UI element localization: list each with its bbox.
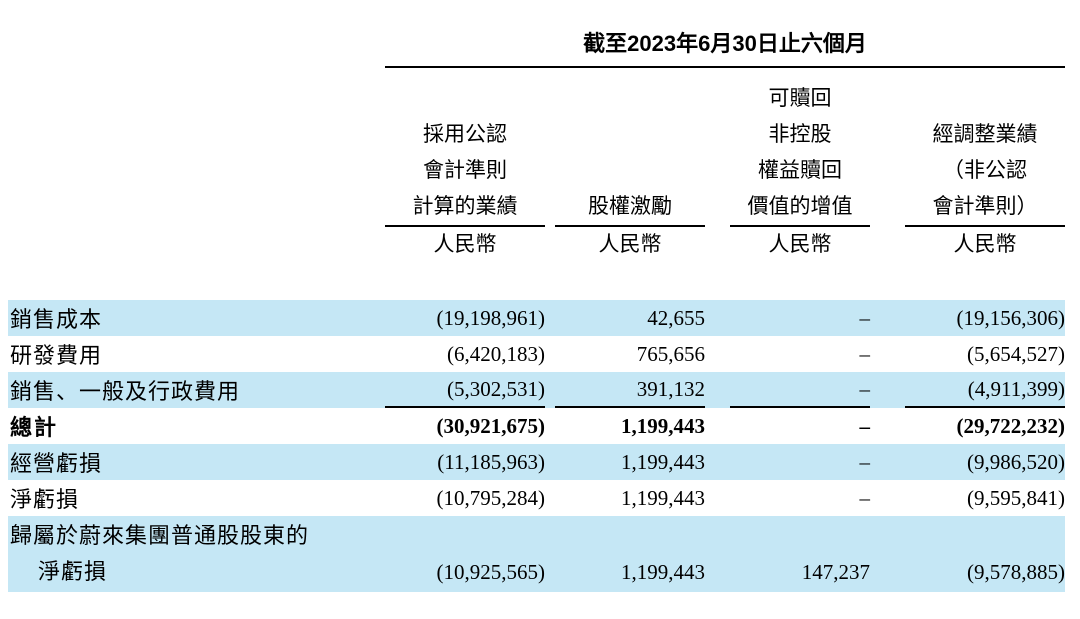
cell-value: 1,199,443 — [621, 449, 705, 474]
cell-value: – — [730, 372, 870, 408]
cell-value: – — [859, 305, 871, 330]
table-row-rnd-expenses: 研發費用 (6,420,183) 765,656 – (5,654,527) — [8, 336, 1065, 372]
cell-value: (19,156,306) — [956, 305, 1066, 330]
period-header: 截至2023年6月30日止六個月 — [385, 30, 1065, 68]
row-label: 研發費用 — [10, 343, 103, 368]
row-label: 歸屬於蔚來集團普通股股東的 淨虧損 — [8, 518, 385, 590]
header-line: 經調整業績 — [932, 123, 1038, 146]
cell-value: – — [859, 413, 871, 438]
cell-value: (9,595,841) — [967, 485, 1065, 510]
column-header-share-based-compensation: 股權激勵 — [555, 68, 705, 227]
header-line: 計算的業績 — [412, 195, 518, 218]
header-line: 價值的增值 — [747, 195, 853, 218]
table-row-net-loss: 淨虧損 (10,795,284) 1,199,443 – (9,595,841) — [8, 480, 1065, 516]
table-row-cost-of-sales: 銷售成本 (19,198,961) 42,655 – (19,156,306) — [8, 300, 1065, 336]
cell-value: (19,198,961) — [436, 305, 546, 330]
row-label: 經營虧損 — [10, 451, 103, 476]
header-line: 會計準則 — [423, 159, 507, 182]
unit-label-rmb: 人民幣 — [598, 233, 662, 256]
table-row-sga-expenses: 銷售、一般及行政費用 (5,302,531) 391,132 – (4,911,… — [8, 372, 1065, 408]
cell-value: – — [859, 341, 871, 366]
header-line: 股權激勵 — [588, 195, 672, 218]
non-gaap-reconciliation-table: 截至2023年6月30日止六個月 採用公認 會計準則 計算的業績 股權激勵 可贖… — [8, 30, 1065, 592]
header-line: 會計準則） — [932, 195, 1038, 218]
cell-value: (4,911,399) — [905, 372, 1065, 408]
row-label-line2: 淨虧損 — [38, 559, 108, 584]
cell-value: 1,199,443 — [621, 413, 705, 438]
cell-value: 42,655 — [647, 305, 705, 330]
unit-label-rmb: 人民幣 — [433, 233, 497, 256]
cell-value: (5,302,531) — [385, 372, 545, 408]
cell-value: (10,795,284) — [436, 485, 546, 510]
period-header-row: 截至2023年6月30日止六個月 — [8, 30, 1065, 68]
row-label: 銷售、一般及行政費用 — [10, 379, 241, 404]
header-line: 權益贖回 — [758, 159, 842, 182]
header-line: （非公認 — [943, 159, 1027, 182]
row-label-line1: 歸屬於蔚來集團普通股股東的 — [10, 523, 310, 548]
cell-value: (9,578,885) — [967, 560, 1065, 584]
cell-value: 391,132 — [555, 372, 705, 408]
column-header-redeemable-nci-accretion: 可贖回 非控股 權益贖回 價值的增值 — [730, 68, 870, 227]
table-row-loss-from-operations: 經營虧損 (11,185,963) 1,199,443 – (9,986,520… — [8, 444, 1065, 480]
table-row-net-loss-attributable-to-shareholders: 歸屬於蔚來集團普通股股東的 淨虧損 (10,925,565) 1,199,443… — [8, 516, 1065, 592]
cell-value: 147,237 — [801, 560, 870, 584]
unit-label-rmb: 人民幣 — [768, 233, 832, 256]
cell-value: (30,921,675) — [436, 413, 546, 438]
row-label: 銷售成本 — [10, 307, 103, 332]
table-row-total: 總計 (30,921,675) 1,199,443 – (29,722,232) — [8, 408, 1065, 444]
cell-value: 1,199,443 — [621, 485, 705, 510]
unit-label-rmb: 人民幣 — [953, 233, 1017, 256]
header-line: 非控股 — [768, 123, 832, 146]
header-body-gap — [8, 263, 1065, 300]
header-line: 採用公認 — [423, 123, 507, 146]
cell-value: 1,199,443 — [621, 560, 705, 584]
cell-value: – — [859, 449, 871, 474]
row-label: 總計 — [10, 415, 59, 440]
cell-value: (9,986,520) — [967, 449, 1065, 474]
cell-value: – — [859, 485, 871, 510]
header-line: 可贖回 — [768, 87, 832, 110]
row-label: 淨虧損 — [10, 487, 80, 512]
cell-value: 765,656 — [636, 341, 705, 366]
cell-value: (29,722,232) — [956, 413, 1066, 438]
column-header-adjusted-results-non-gaap: 經調整業績 （非公認 會計準則） — [905, 68, 1065, 227]
cell-value: (11,185,963) — [437, 449, 545, 474]
cell-value: (10,925,565) — [436, 560, 546, 584]
column-header-gaap-results: 採用公認 會計準則 計算的業績 — [385, 68, 545, 227]
cell-value: (6,420,183) — [447, 341, 545, 366]
column-header-row: 採用公認 會計準則 計算的業績 股權激勵 可贖回 非控股 權益贖回 價值的增值 … — [8, 68, 1065, 227]
currency-unit-row: 人民幣 人民幣 人民幣 人民幣 — [8, 227, 1065, 263]
cell-value: (5,654,527) — [967, 341, 1065, 366]
